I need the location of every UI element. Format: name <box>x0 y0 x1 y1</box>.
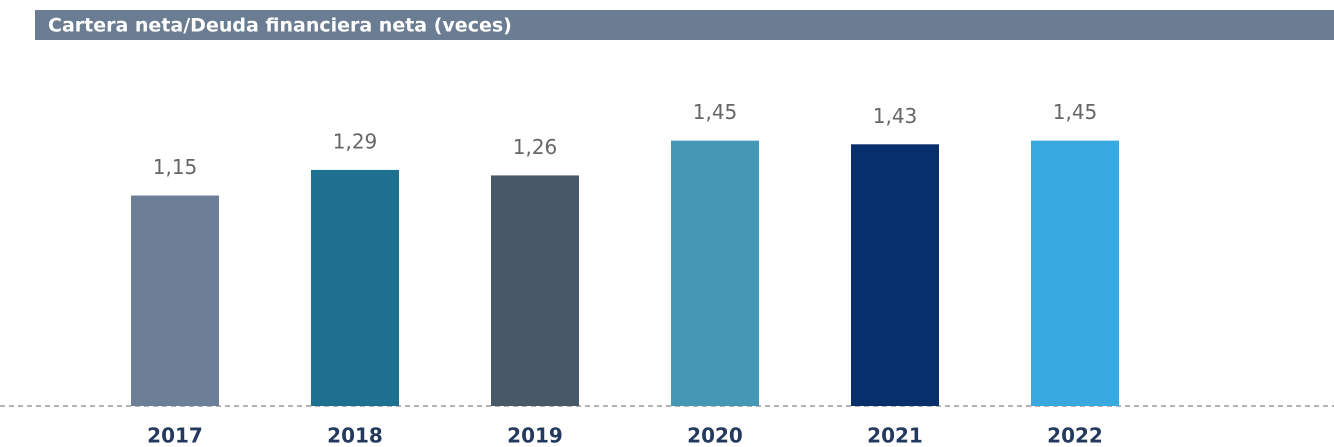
bar <box>311 169 399 406</box>
value-label: 1,26 <box>513 135 558 159</box>
title-band <box>35 10 1334 40</box>
x-tick-label: 2017 <box>147 424 203 447</box>
value-label: 1,45 <box>693 100 738 124</box>
bar <box>851 144 939 406</box>
value-label: 1,45 <box>1053 100 1098 124</box>
bar <box>671 140 759 406</box>
bar <box>131 195 219 406</box>
value-label: 1,43 <box>873 104 918 128</box>
value-label: 1,15 <box>153 155 198 179</box>
bar <box>1031 140 1119 406</box>
chart-title: Cartera neta/Deuda financiera neta (vece… <box>48 15 512 37</box>
bar <box>491 175 579 406</box>
x-tick-label: 2018 <box>327 424 383 447</box>
x-tick-label: 2019 <box>507 424 563 447</box>
x-tick-label: 2020 <box>687 424 743 447</box>
value-label: 1,29 <box>333 129 378 153</box>
x-tick-label: 2021 <box>867 424 923 447</box>
x-tick-label: 2022 <box>1047 424 1103 447</box>
